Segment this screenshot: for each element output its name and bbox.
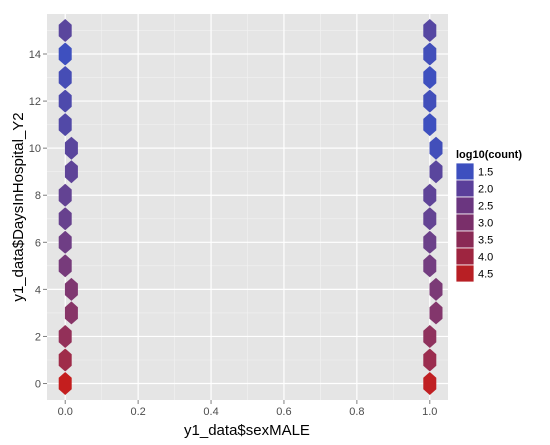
hex-bin [423, 348, 437, 372]
hex-bin [64, 301, 78, 325]
hex-bin [429, 160, 443, 184]
hex-bin [423, 113, 437, 137]
y-tick-label: 0 [35, 379, 41, 391]
hex-bin [423, 89, 437, 113]
hex-bin [58, 348, 72, 372]
hex-bin [58, 89, 72, 113]
legend-label: 2.0 [478, 184, 493, 196]
hex-bin [429, 136, 443, 160]
legend-label: 3.5 [478, 235, 493, 247]
y-tick-label: 4 [35, 284, 41, 296]
legend-key [455, 196, 475, 215]
hex-bin [58, 207, 72, 231]
hex-bin [58, 183, 72, 207]
legend-key [455, 264, 475, 283]
hex-bin [58, 113, 72, 137]
hex-bins [58, 19, 443, 395]
hex-bin [58, 42, 72, 66]
hex-bin [64, 136, 78, 160]
x-tick-label: 0.4 [203, 406, 218, 418]
y-tick-label: 14 [29, 49, 41, 61]
hex-bin [58, 254, 72, 278]
x-axis: 0.0 0.2 0.4 0.6 0.8 1.0 [58, 400, 437, 418]
hex-bin [423, 325, 437, 348]
y-tick-label: 2 [35, 331, 41, 343]
legend-title: log10(count) [456, 149, 522, 161]
hex-bin [58, 66, 72, 89]
legend-label: 3.0 [478, 218, 493, 230]
legend-key [455, 162, 475, 181]
x-axis-title: y1_data$sexMALE [184, 422, 310, 439]
y-axis-title: y1_data$DaysInHospital_Y2 [10, 112, 27, 301]
legend-key [455, 213, 475, 232]
y-tick-label: 8 [35, 190, 41, 202]
hex-bin [423, 66, 437, 89]
grid-minor [47, 14, 448, 400]
legend-key [455, 230, 475, 249]
legend-label: 2.5 [478, 201, 493, 213]
hex-bin [423, 230, 437, 254]
x-tick-label: 0.2 [130, 406, 145, 418]
legend-label: 4.5 [478, 269, 493, 281]
hex-bin [423, 372, 437, 395]
hex-bin [429, 277, 443, 301]
hex-bin [64, 160, 78, 184]
hex-bin [423, 207, 437, 231]
x-tick-label: 1.0 [422, 406, 437, 418]
hex-bin [58, 372, 72, 395]
x-tick-label: 0.8 [349, 406, 364, 418]
legend-key [455, 247, 475, 266]
x-tick-label: 0.0 [58, 406, 73, 418]
hex-bin [423, 183, 437, 207]
y-tick-label: 6 [35, 237, 41, 249]
y-tick-label: 12 [29, 96, 41, 108]
hex-bin [64, 277, 78, 301]
hex-bin [58, 19, 72, 42]
hex-bin [423, 19, 437, 42]
legend-label: 4.0 [478, 252, 493, 264]
legend: log10(count) 1.5 2.0 2.5 3.0 3.5 4.0 4.5 [455, 149, 522, 283]
y-axis: 0 2 4 6 8 10 12 14 [29, 49, 47, 391]
hex-bin [58, 230, 72, 254]
legend-key [455, 179, 475, 198]
hex-bin [423, 254, 437, 278]
hex-bin [429, 301, 443, 325]
hex-bin [58, 325, 72, 348]
hex-bin [423, 42, 437, 66]
legend-label: 1.5 [478, 167, 493, 179]
y-tick-label: 10 [29, 143, 41, 155]
x-tick-label: 0.6 [276, 406, 291, 418]
